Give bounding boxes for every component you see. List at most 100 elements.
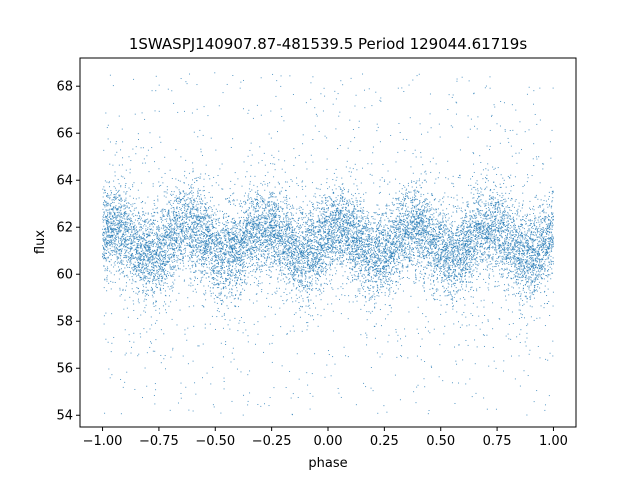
data-point <box>407 221 409 223</box>
data-point <box>335 258 337 260</box>
data-point <box>503 231 505 233</box>
data-point <box>289 208 291 210</box>
data-point <box>333 233 335 235</box>
data-point <box>387 253 389 255</box>
data-point <box>284 233 286 235</box>
data-point <box>180 397 182 399</box>
data-point <box>235 235 237 237</box>
data-point <box>239 244 241 246</box>
data-point <box>183 220 185 222</box>
data-point <box>359 237 361 239</box>
data-point <box>314 227 316 229</box>
data-point <box>431 239 433 241</box>
data-point <box>293 330 295 332</box>
data-point <box>174 199 176 201</box>
data-point <box>266 249 268 251</box>
data-point <box>200 264 202 266</box>
data-point <box>536 229 538 231</box>
data-point <box>471 226 473 228</box>
data-point <box>243 238 245 240</box>
data-point <box>311 289 313 291</box>
data-point <box>199 221 201 223</box>
data-point <box>154 257 156 259</box>
data-point <box>378 208 380 210</box>
data-point <box>317 216 319 218</box>
data-point <box>222 222 224 224</box>
data-point <box>240 317 242 319</box>
data-point <box>426 205 428 207</box>
data-point <box>266 241 268 243</box>
data-point <box>508 263 510 265</box>
data-point <box>526 271 528 273</box>
data-point <box>275 243 277 245</box>
data-point <box>272 219 274 221</box>
data-point <box>251 237 253 239</box>
data-point <box>438 123 440 125</box>
data-point <box>298 243 300 245</box>
data-point <box>299 231 301 233</box>
data-point <box>345 242 347 244</box>
data-point <box>138 218 140 220</box>
data-point <box>334 239 336 241</box>
data-point <box>484 213 486 215</box>
data-point <box>200 225 202 227</box>
data-point <box>185 192 187 194</box>
data-point <box>323 229 325 231</box>
data-point <box>437 289 439 291</box>
data-point <box>181 215 183 217</box>
data-point <box>218 225 220 227</box>
data-point <box>321 207 323 209</box>
data-point <box>123 276 125 278</box>
data-point <box>534 290 536 292</box>
data-point <box>178 214 180 216</box>
data-point <box>121 236 123 238</box>
data-point <box>105 210 107 212</box>
data-point <box>297 267 299 269</box>
data-point <box>268 240 270 242</box>
data-point <box>251 204 253 206</box>
data-point <box>478 195 480 197</box>
data-point <box>119 229 121 231</box>
data-point <box>317 269 319 271</box>
data-point <box>344 271 346 273</box>
data-point <box>505 256 507 258</box>
data-point <box>453 271 455 273</box>
data-point <box>115 195 117 197</box>
data-point <box>174 265 176 267</box>
data-point <box>497 222 499 224</box>
data-point <box>190 233 192 235</box>
data-point <box>287 226 289 228</box>
data-point <box>404 228 406 230</box>
data-point <box>249 214 251 216</box>
data-point <box>465 284 467 286</box>
data-point <box>263 262 265 264</box>
data-point <box>264 227 266 229</box>
data-point <box>406 208 408 210</box>
data-point <box>289 281 291 282</box>
data-point <box>225 198 227 200</box>
data-point <box>157 236 159 238</box>
data-point <box>306 224 308 225</box>
data-point <box>509 257 511 259</box>
data-point <box>277 277 279 279</box>
data-point <box>521 225 523 227</box>
data-point <box>255 223 257 225</box>
data-point <box>163 273 165 275</box>
data-point <box>251 256 253 258</box>
data-point <box>402 255 404 257</box>
data-point <box>381 273 383 275</box>
data-point <box>110 351 112 353</box>
data-point <box>250 220 252 222</box>
data-point <box>430 239 432 241</box>
data-point <box>512 231 514 233</box>
data-point <box>417 221 419 223</box>
data-point <box>160 329 162 331</box>
data-point <box>374 222 376 224</box>
data-point <box>316 231 318 233</box>
data-point <box>191 216 192 218</box>
data-point <box>359 269 361 271</box>
data-point <box>202 134 204 136</box>
data-point <box>143 158 145 160</box>
data-point <box>320 235 322 237</box>
data-point <box>206 209 208 211</box>
